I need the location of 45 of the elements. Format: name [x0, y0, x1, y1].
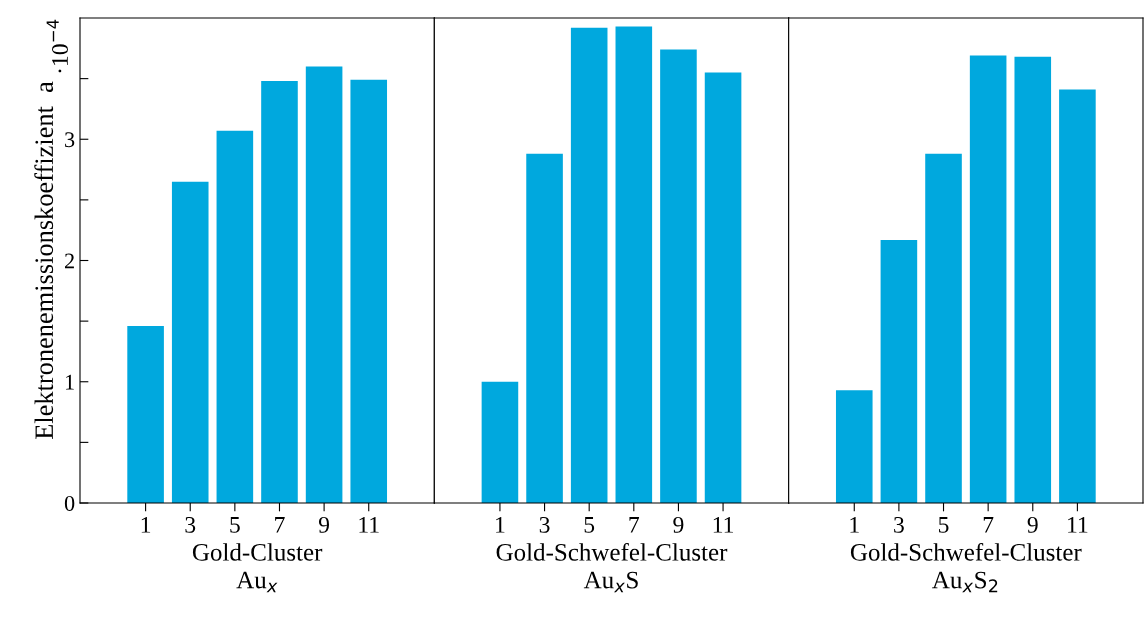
x-tick-label: 1: [496, 516, 505, 533]
x-tick-label: 3: [894, 516, 904, 533]
x-tick-label: 1: [141, 516, 151, 533]
bar: [261, 81, 298, 503]
bar: [615, 26, 653, 503]
x-tick-label: 7: [629, 517, 640, 533]
x-tick-label: 7: [275, 517, 285, 533]
y-tick-label: 3: [65, 132, 75, 148]
bar: [835, 390, 873, 503]
bar: [481, 381, 519, 503]
x-tick-label: 5: [230, 517, 240, 533]
y-axis-title: Elektronenemissionskoeffizient a: [34, 81, 54, 440]
bar: [1059, 89, 1096, 503]
bar: [127, 325, 164, 503]
x-axis-title: Gold-Schwefel-Cluster Au$_{x}$S$_{2}$: [850, 542, 1082, 593]
x-tick-label: 7: [983, 517, 994, 533]
x-axis-title: Gold-Schwefel-Cluster Au$_{x}$S: [496, 542, 728, 593]
x-tick-label: 11: [359, 516, 379, 533]
bar: [350, 79, 388, 503]
x-tick-label: 5: [938, 517, 949, 533]
x-tick-label: 11: [1068, 516, 1088, 533]
y-tick-label: 0: [64, 495, 75, 511]
x-tick-label: 3: [539, 516, 550, 533]
x-tick-label: 9: [673, 516, 684, 533]
bar: [660, 49, 697, 503]
bar: [880, 239, 918, 503]
y-tick-label: 1: [65, 374, 74, 390]
bar: [216, 130, 254, 503]
x-axis-title: Gold-Cluster Au$_{x}$: [192, 543, 323, 593]
text: ·10$^{−4}$: [46, 19, 68, 73]
x-tick-label: 1: [850, 516, 859, 533]
bar: [526, 153, 563, 503]
bar: [704, 72, 742, 503]
bar: [171, 181, 209, 503]
bar: [570, 27, 608, 503]
x-tick-label: 3: [185, 516, 196, 533]
bar: [1014, 56, 1052, 503]
bar: [925, 153, 962, 503]
x-tick-label: 9: [318, 516, 330, 533]
x-tick-label: 5: [584, 517, 595, 533]
x-tick-label: 11: [713, 516, 734, 533]
y-tick-label: 2: [65, 253, 74, 269]
bar: [969, 55, 1007, 503]
x-tick-label: 9: [1027, 516, 1038, 533]
bar: [305, 66, 343, 503]
